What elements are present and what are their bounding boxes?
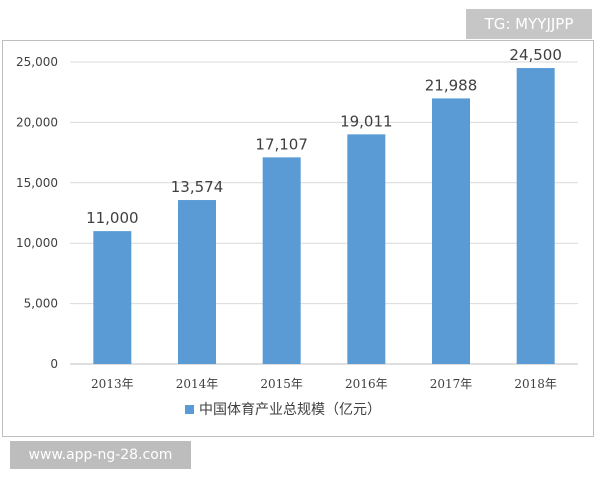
data-label: 19,011	[340, 112, 393, 130]
watermark-bottom: www.app-ng-28.com	[10, 441, 191, 469]
bars	[93, 68, 555, 365]
x-category-label: 2015年	[260, 377, 303, 391]
legend-label: 中国体育产业总规模（亿元）	[199, 402, 381, 418]
bar	[93, 231, 132, 364]
y-tick-label: 15,000	[16, 176, 58, 190]
y-tick-label: 10,000	[16, 236, 58, 250]
data-label: 21,988	[425, 76, 478, 94]
legend: 中国体育产业总规模（亿元）	[185, 402, 381, 418]
x-category-label: 2018年	[514, 377, 557, 391]
data-labels: 11,000 13,574 17,107 19,011 21,988 24,500	[86, 46, 562, 227]
data-label: 17,107	[255, 135, 308, 153]
y-tick-label: 20,000	[16, 115, 58, 129]
bar	[516, 68, 555, 364]
data-label: 24,500	[509, 46, 562, 64]
y-tick-label: 25,000	[16, 55, 58, 69]
watermark-top: TG: MYYJJPP	[466, 9, 592, 39]
bar	[262, 157, 301, 364]
bar	[432, 98, 470, 365]
y-tick-label: 5,000	[24, 297, 58, 311]
x-axis-category-labels: 2013年 2014年 2015年 2016年 2017年 2018年	[91, 377, 557, 391]
data-label: 13,574	[171, 178, 224, 196]
y-axis-tick-labels: 0 5,000 10,000 15,000 20,000 25,000	[16, 55, 58, 371]
x-category-label: 2016年	[345, 377, 388, 391]
data-label: 11,000	[86, 209, 139, 227]
x-category-label: 2017年	[430, 377, 473, 391]
x-category-label: 2013年	[91, 377, 134, 391]
bar	[347, 134, 386, 364]
bar	[178, 200, 216, 364]
x-category-label: 2014年	[176, 377, 219, 391]
y-tick-label: 0	[50, 357, 58, 371]
gridlines	[70, 61, 578, 365]
legend-swatch	[185, 405, 194, 414]
